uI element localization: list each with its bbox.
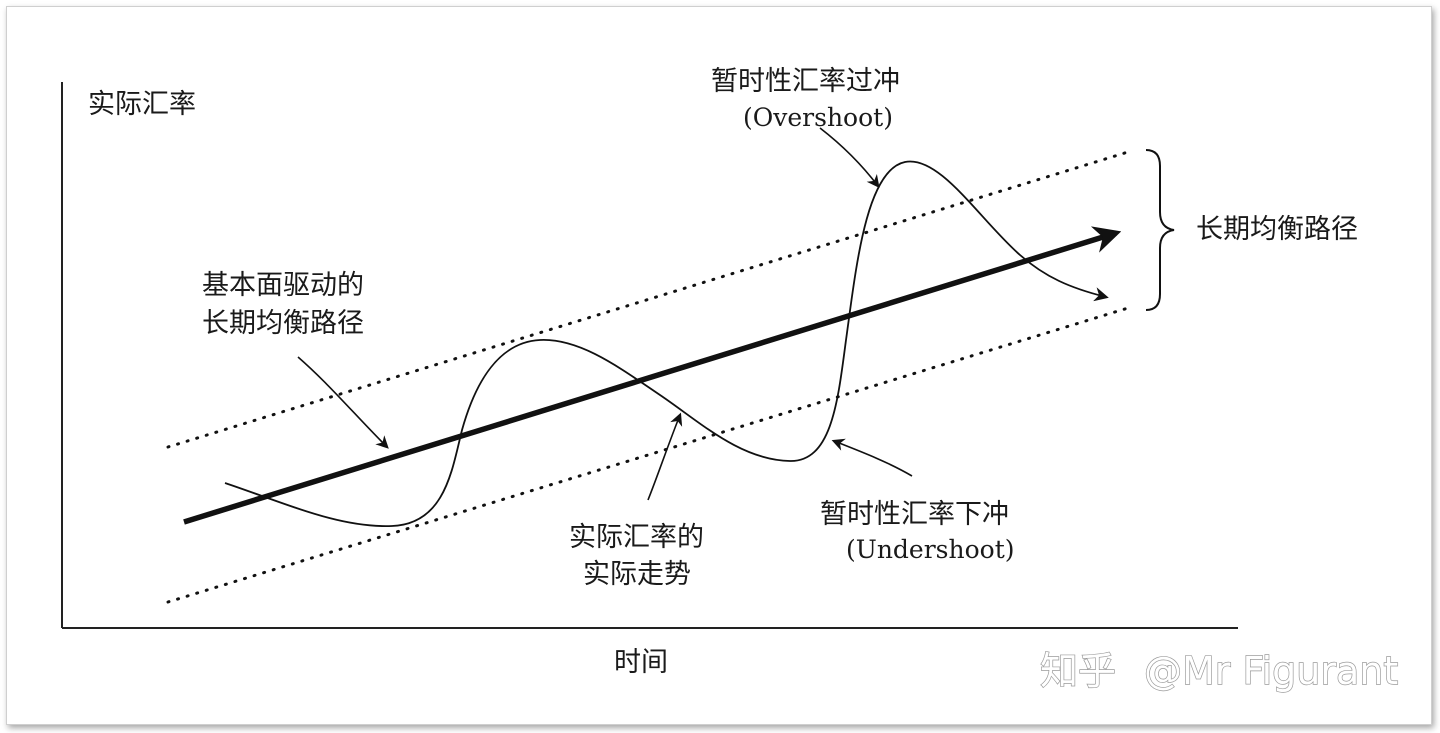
actual-trend-pointer-arrow [647,412,683,501]
actual-trend-label-line2: 实际走势 [583,559,691,590]
equilibrium-path-line [183,226,1122,525]
fundamental-label-line1: 基本面驱动的 [202,270,364,301]
y-axis-label: 实际汇率 [88,89,196,120]
lower-band-line [166,306,1130,604]
actual-rate-curve [224,160,1109,527]
band-brace [1145,149,1175,311]
watermark-author: @Mr Figurant [1144,649,1398,693]
diagram-frame [6,6,1432,725]
watermark-platform: 知乎 [1040,649,1116,693]
overshoot-pointer-arrow [819,127,880,189]
fundamental-label-line2: 长期均衡路径 [202,308,364,339]
undershoot-label-line2: (Undershoot) [846,535,1015,564]
band-label: 长期均衡路径 [1196,214,1358,245]
undershoot-label-line1: 暂时性汇率下冲 [820,499,1009,530]
overshoot-label-line1: 暂时性汇率过冲 [711,66,900,97]
actual-trend-label-line1: 实际汇率的 [569,522,704,553]
overshoot-label-line2: (Overshoot) [743,103,893,132]
undershoot-pointer-arrow [831,438,913,477]
upper-band-line [166,150,1130,449]
x-axis-label: 时间 [614,647,668,678]
fundamental-pointer-arrow [297,356,389,449]
